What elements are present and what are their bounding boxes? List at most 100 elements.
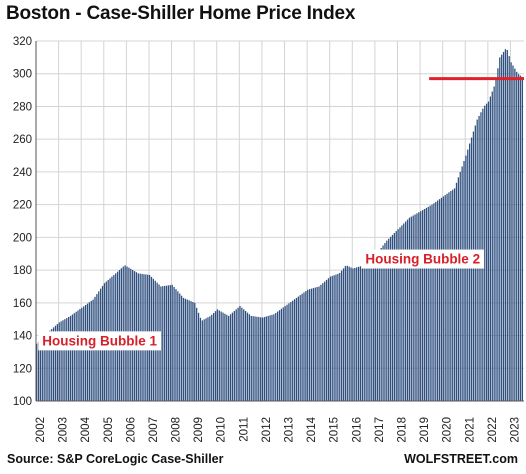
bar — [52, 327, 55, 401]
bar — [244, 311, 247, 401]
x-tick-label: 2006 — [125, 417, 137, 443]
bar — [69, 315, 72, 401]
chart-title: Boston - Case-Shiller Home Price Index — [6, 3, 356, 24]
bar — [269, 315, 271, 401]
bar — [346, 265, 348, 401]
bar — [495, 79, 497, 401]
bar — [182, 297, 185, 401]
bar — [331, 275, 333, 401]
bar — [175, 289, 177, 401]
bar — [367, 261, 369, 401]
bar — [288, 303, 290, 401]
y-tick-labels: 100 120 140 160 180 200 220 240 260 280 300 320 — [13, 36, 32, 408]
x-tick-label: 2017 — [374, 417, 386, 443]
bar — [493, 86, 495, 401]
y-tick-label: 240 — [13, 167, 32, 179]
bar — [455, 182, 458, 401]
bar — [256, 316, 258, 401]
bar — [333, 275, 335, 401]
x-tick-label: 2010 — [216, 417, 228, 443]
bar — [228, 315, 230, 401]
bar — [320, 284, 322, 401]
bar — [378, 250, 380, 401]
bar — [438, 199, 441, 401]
bar — [393, 233, 395, 401]
bar — [273, 314, 275, 401]
bar — [519, 75, 522, 402]
y-tick-label: 160 — [13, 298, 32, 310]
bar — [356, 267, 358, 401]
bar — [62, 320, 64, 401]
bar — [276, 311, 279, 401]
axes — [35, 41, 524, 402]
bar — [222, 312, 224, 401]
bar — [395, 231, 397, 401]
x-tick-label: 2015 — [329, 417, 341, 443]
bar — [190, 301, 192, 401]
bar — [43, 336, 45, 401]
bar — [440, 197, 443, 401]
bar — [301, 293, 303, 401]
bar — [299, 295, 301, 401]
bar — [391, 234, 394, 401]
bar — [312, 288, 315, 401]
bar — [71, 314, 74, 401]
bar — [284, 306, 286, 401]
bar — [278, 310, 281, 401]
bar — [416, 213, 418, 401]
bar — [73, 313, 75, 401]
bar — [369, 260, 371, 401]
y-tick-label: 200 — [13, 232, 32, 244]
bar — [241, 307, 243, 401]
bar — [54, 325, 57, 401]
bar — [516, 71, 518, 402]
bar — [371, 258, 373, 401]
bar — [504, 49, 507, 401]
bar — [386, 240, 388, 401]
bar — [184, 298, 187, 401]
bar — [350, 267, 352, 401]
bar — [194, 302, 196, 401]
bar — [226, 314, 228, 401]
x-tick-label: 2004 — [80, 416, 92, 442]
bar — [229, 314, 232, 401]
bar — [429, 205, 431, 401]
x-tick-label: 2012 — [261, 417, 273, 443]
bar — [329, 276, 331, 401]
bar — [461, 166, 463, 401]
y-tick-label: 140 — [13, 331, 32, 343]
bar — [265, 316, 267, 401]
bar — [83, 306, 85, 401]
bar — [397, 229, 399, 401]
bar — [423, 209, 426, 401]
bar — [75, 311, 77, 401]
bar — [399, 227, 401, 401]
bar — [412, 215, 414, 401]
bar — [325, 279, 328, 401]
bar — [88, 302, 90, 401]
y-tick-label: 320 — [13, 36, 32, 48]
bar — [79, 309, 81, 401]
y-tick-label: 220 — [13, 200, 32, 212]
bar — [405, 221, 407, 401]
bar — [453, 188, 456, 401]
bar — [56, 324, 58, 401]
x-tick-label: 2002 — [35, 417, 47, 443]
bar — [361, 265, 363, 401]
bar — [36, 343, 38, 401]
bar — [297, 296, 299, 401]
bar — [64, 319, 66, 401]
bar — [201, 320, 203, 401]
bar — [380, 248, 382, 401]
bar — [280, 308, 283, 401]
bar — [431, 204, 433, 401]
bar — [435, 201, 437, 401]
bar — [337, 273, 339, 401]
bar — [86, 303, 89, 401]
bar — [220, 311, 222, 401]
x-tick-label: 2018 — [396, 417, 408, 443]
x-tick-label: 2021 — [464, 417, 476, 443]
bar — [188, 300, 190, 401]
bar — [211, 314, 213, 401]
bar — [365, 263, 367, 401]
